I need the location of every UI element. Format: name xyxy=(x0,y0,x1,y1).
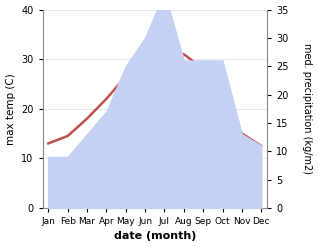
Y-axis label: max temp (C): max temp (C) xyxy=(5,73,16,144)
Y-axis label: med. precipitation (kg/m2): med. precipitation (kg/m2) xyxy=(302,43,313,174)
X-axis label: date (month): date (month) xyxy=(114,231,196,242)
